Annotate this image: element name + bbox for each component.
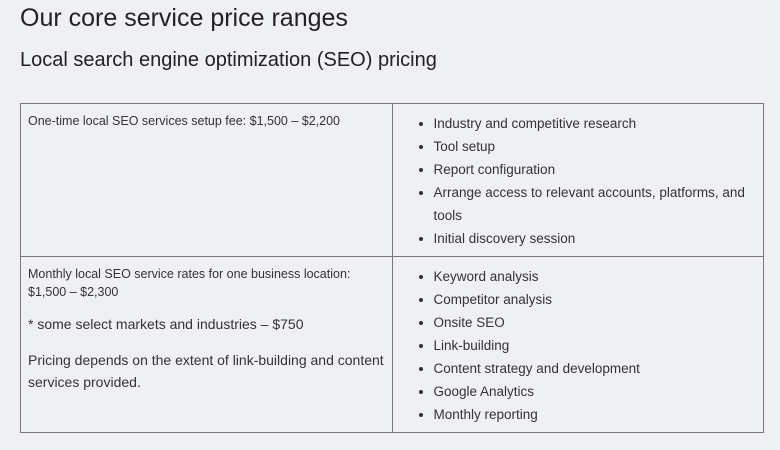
list-item: Onsite SEO: [434, 311, 754, 334]
pricing-table: One-time local SEO services setup fee: $…: [20, 103, 764, 433]
list-item: Keyword analysis: [434, 265, 754, 288]
list-item: Competitor analysis: [434, 288, 754, 311]
item-list: Keyword analysisCompetitor analysisOnsit…: [393, 257, 764, 432]
list-item: Content strategy and development: [434, 357, 754, 380]
table-row: Monthly local SEO service rates for one …: [20, 256, 764, 433]
list-item: Industry and competitive research: [434, 112, 754, 135]
list-item: Report configuration: [434, 158, 754, 181]
description-text: * some select markets and industries – $…: [28, 316, 304, 332]
list-item: Arrange access to relevant accounts, pla…: [434, 181, 754, 227]
list-item: Google Analytics: [434, 380, 754, 403]
list-item: Initial discovery session: [434, 227, 754, 250]
list-item: Monthly reporting: [434, 403, 754, 426]
list-item: Link-building: [434, 334, 754, 357]
description-cell: One-time local SEO services setup fee: $…: [20, 103, 393, 257]
description-text: Monthly local SEO service rates for one …: [28, 267, 351, 299]
description-text: One-time local SEO services setup fee: $…: [28, 114, 340, 128]
page-title: Our core service price ranges: [20, 4, 348, 32]
table-row: One-time local SEO services setup fee: $…: [20, 103, 764, 257]
page-subtitle: Local search engine optimization (SEO) p…: [20, 49, 437, 71]
item-list: Industry and competitive researchTool se…: [393, 104, 764, 256]
list-item: Tool setup: [434, 135, 754, 158]
description-cell: Monthly local SEO service rates for one …: [20, 256, 393, 433]
description-text: Pricing depends on the extent of link-bu…: [28, 352, 384, 390]
items-cell: Industry and competitive researchTool se…: [391, 103, 764, 257]
items-cell: Keyword analysisCompetitor analysisOnsit…: [391, 256, 764, 433]
